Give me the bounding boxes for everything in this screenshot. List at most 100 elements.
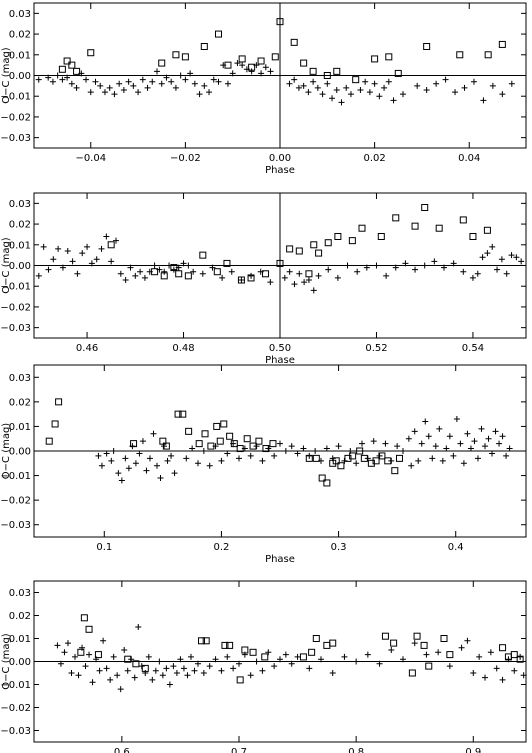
y-tick-label: −0.03: [0, 323, 31, 334]
plus-data-point: [59, 76, 66, 83]
plus-data-point: [122, 277, 129, 283]
plus-data-point: [347, 448, 354, 454]
plus-data-point: [341, 653, 348, 660]
square-data-point: [202, 637, 210, 645]
plus-data-point: [460, 268, 467, 275]
plus-data-point: [479, 254, 486, 261]
square-data-point: [377, 233, 385, 240]
plus-data-point: [224, 653, 231, 660]
plus-data-point: [363, 264, 370, 271]
panel-1: −0.03 −0.02 −0.01 0.00 0.01 0.02 0.03 −0.04 −0.0…: [0, 2, 527, 176]
plus-data-point: [405, 435, 412, 442]
square-data-point: [221, 641, 229, 649]
plus-data-point: [150, 430, 157, 437]
plus-data-point: [156, 266, 163, 273]
square-data-point: [348, 237, 356, 245]
plus-data-point: [171, 470, 178, 477]
plus-data-point: [87, 89, 94, 96]
plus-data-point: [157, 475, 164, 482]
square-data-point: [385, 53, 393, 61]
x-tick-label: 0.46: [76, 343, 98, 354]
plus-data-point: [334, 274, 341, 281]
plus-data-point: [57, 660, 64, 667]
plus-data-point: [319, 91, 326, 98]
plus-data-point: [206, 663, 213, 670]
plus-data-point: [513, 254, 520, 261]
plus-data-point: [258, 70, 265, 77]
y-tick-label: −0.03: [0, 726, 31, 737]
square-data-point: [271, 53, 279, 61]
plus-data-point: [82, 663, 89, 670]
plus-data-point: [149, 676, 156, 683]
x-tick-label: 0.00: [269, 153, 291, 164]
square-data-point: [295, 247, 303, 255]
square-data-point: [349, 452, 357, 460]
square-data-point: [174, 410, 182, 418]
plus-data-point: [173, 670, 180, 676]
plus-data-point: [441, 264, 447, 271]
y-tick-label: −0.02: [0, 496, 31, 507]
plus-data-point: [49, 78, 56, 85]
plus-data-point: [329, 670, 336, 676]
plus-data-point: [183, 455, 190, 462]
plus-data-point: [376, 93, 383, 100]
plus-data-point: [425, 433, 432, 440]
square-data-point: [423, 43, 431, 50]
plus-data-point: [161, 268, 168, 275]
square-data-point: [94, 651, 102, 659]
square-data-point: [323, 641, 331, 649]
plus-data-point: [168, 78, 175, 85]
plus-data-point: [392, 264, 399, 271]
plus-data-point: [508, 80, 515, 87]
square-data-point: [63, 57, 71, 65]
plus-data-point: [341, 457, 348, 464]
plus-data-point: [253, 62, 260, 69]
plus-data-point: [125, 78, 132, 85]
square-data-point: [215, 30, 222, 38]
plus-data-point: [325, 266, 332, 273]
plus-data-point: [435, 649, 442, 656]
plus-data-point: [354, 268, 361, 275]
square-data-point: [371, 55, 379, 63]
square-data-point: [276, 18, 284, 26]
square-data-point: [323, 479, 331, 487]
square-data-point: [179, 410, 187, 418]
plus-data-point: [143, 467, 150, 474]
square-data-point: [185, 427, 193, 435]
plus-data-point: [421, 262, 428, 269]
plus-data-point: [190, 268, 197, 275]
plus-data-point: [376, 660, 383, 667]
square-data-point: [358, 224, 366, 232]
square-data-point: [352, 76, 360, 84]
plus-data-point: [489, 82, 496, 89]
square-data-point: [172, 51, 180, 59]
square-data-point: [181, 53, 189, 61]
plus-data-point: [460, 460, 467, 467]
plus-data-point: [480, 97, 487, 104]
plus-data-point: [484, 250, 491, 257]
panel-2: −0.03 −0.02 −0.01 0.00 0.01 0.02 0.03 0.46 0.48 0…: [0, 192, 527, 366]
square-data-point: [312, 454, 320, 462]
plus-data-point: [432, 443, 439, 450]
square-data-point: [107, 241, 115, 249]
square-data-point: [195, 440, 203, 448]
square-data-point: [344, 454, 352, 462]
y-tick-label: 0.00: [9, 657, 31, 668]
plus-data-point: [108, 457, 115, 464]
square-data-point: [299, 653, 307, 661]
plus-data-point: [45, 266, 52, 273]
square-data-point: [216, 437, 224, 445]
square-data-point: [87, 49, 95, 57]
square-data-point: [469, 233, 477, 240]
square-data-point: [315, 249, 323, 257]
plus-data-point: [149, 78, 156, 85]
plus-data-point: [224, 450, 231, 457]
square-data-point: [310, 241, 318, 249]
plus-data-point: [212, 656, 219, 663]
plus-data-point: [305, 89, 312, 96]
square-data-point: [55, 398, 63, 406]
plus-data-point: [271, 452, 278, 459]
plus-data-point: [195, 660, 201, 667]
plus-data-point: [139, 76, 146, 83]
